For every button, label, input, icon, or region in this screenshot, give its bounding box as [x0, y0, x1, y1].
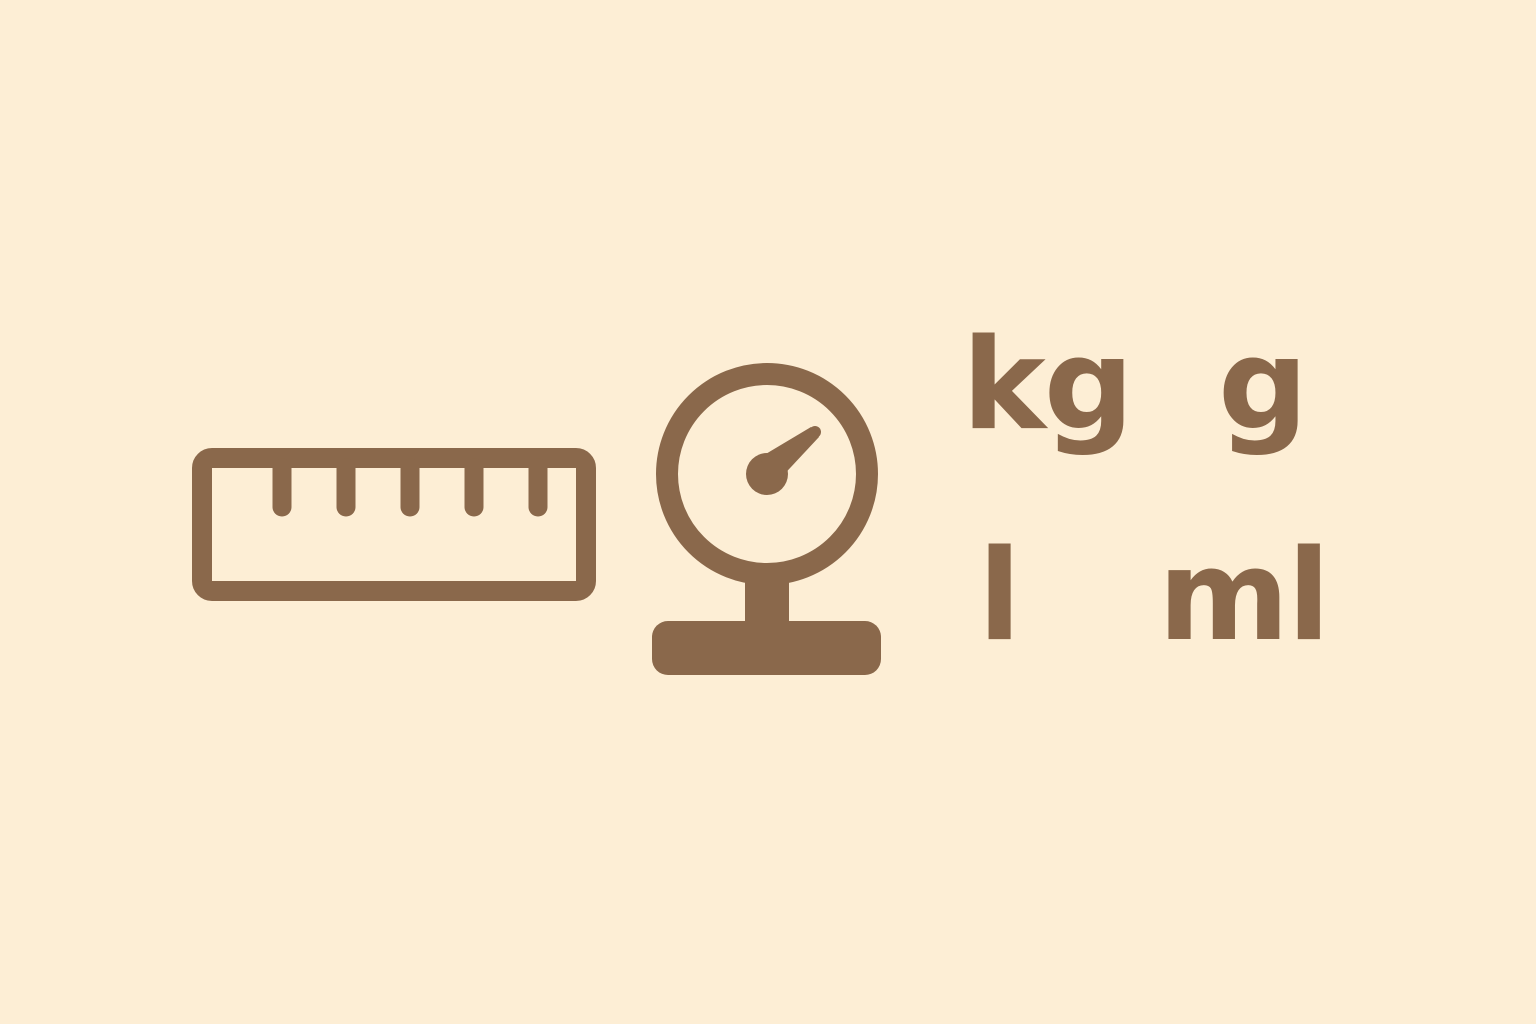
unit-kg-label: kg	[962, 311, 1134, 458]
unit-g-label: g	[1218, 311, 1308, 458]
unit-l-label: l	[978, 522, 1021, 669]
scale-icon	[652, 363, 881, 675]
ruler-icon	[192, 448, 596, 601]
unit-ml-label: ml	[1158, 522, 1330, 669]
